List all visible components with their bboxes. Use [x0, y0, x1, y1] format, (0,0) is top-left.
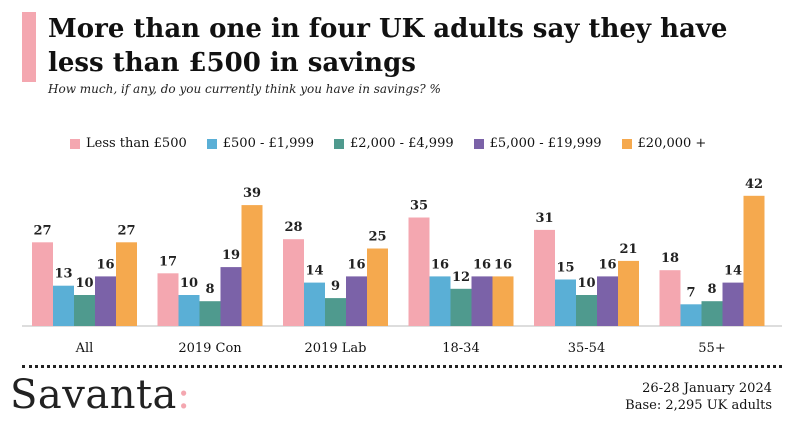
bar — [450, 288, 472, 326]
bar-value-label: 21 — [619, 242, 637, 257]
bar — [241, 205, 263, 326]
bar — [32, 242, 53, 326]
legend-swatch — [70, 138, 80, 149]
legend-item: £20,000 + — [621, 136, 707, 151]
survey-base: Base: 2,295 UK adults — [625, 398, 772, 413]
legend-label: Less than £500 — [86, 136, 187, 151]
legend-item: £2,000 - £4,999 — [333, 136, 454, 151]
bar — [597, 276, 618, 326]
bar-value-label: 15 — [556, 261, 574, 276]
legend-item: Less than £500 — [70, 136, 187, 151]
bar-value-label: 35 — [410, 199, 428, 214]
bar — [680, 304, 702, 326]
bar — [220, 267, 242, 326]
category-label: 18-34 — [442, 341, 479, 356]
bar-value-label: 25 — [368, 230, 386, 245]
bar — [471, 276, 493, 326]
bar-value-label: 16 — [598, 257, 616, 272]
bar — [722, 282, 744, 326]
bar — [283, 239, 304, 326]
legend-swatch — [206, 138, 217, 149]
bar-value-label: 28 — [284, 220, 302, 235]
category-label: 2019 Con — [178, 341, 242, 356]
bar-value-label: 13 — [54, 267, 72, 282]
bar — [492, 276, 514, 326]
bar-value-label: 7 — [686, 285, 695, 300]
bar-value-label: 27 — [33, 223, 51, 238]
footer-divider — [22, 365, 782, 368]
savanta-logo: Savanta: — [10, 372, 191, 418]
bar — [429, 276, 451, 326]
bar — [199, 301, 221, 326]
bar-value-label: 10 — [577, 276, 595, 291]
bar — [157, 273, 179, 326]
legend-label: £2,000 - £4,999 — [349, 136, 454, 151]
bar-value-label: 12 — [452, 270, 470, 285]
bar-value-label: 31 — [535, 211, 553, 226]
bar — [576, 295, 597, 326]
chart-legend: Less than £500 £500 - £1,999 £2,000 - £4,9… — [70, 136, 726, 151]
bar-value-label: 27 — [117, 223, 135, 238]
bar — [555, 279, 576, 326]
bar — [116, 242, 137, 326]
bar-value-label: 19 — [222, 248, 240, 263]
category-label: All — [75, 341, 94, 356]
bar — [659, 270, 681, 326]
bar-value-label: 14 — [724, 264, 742, 279]
bar-value-label: 9 — [331, 279, 340, 294]
bar — [74, 295, 95, 326]
legend-item: £500 - £1,999 — [206, 136, 314, 151]
logo-text: Savanta — [10, 372, 177, 418]
chart-subtitle: How much, if any, do you currently think… — [48, 82, 441, 96]
logo-colon: : — [176, 372, 191, 418]
bar-value-label: 17 — [159, 254, 177, 269]
bar-value-label: 16 — [96, 257, 114, 272]
bar — [95, 276, 116, 326]
category-label: 55+ — [698, 341, 725, 356]
bar-value-label: 8 — [707, 282, 716, 297]
bar — [618, 260, 639, 326]
bar-value-label: 10 — [180, 276, 198, 291]
bar-value-label: 16 — [431, 257, 449, 272]
legend-swatch — [473, 138, 484, 149]
legend-item: £5,000 - £19,999 — [473, 136, 602, 151]
bar-value-label: 16 — [494, 257, 512, 272]
bar — [367, 248, 388, 326]
bar — [53, 285, 74, 326]
legend-swatch — [621, 138, 632, 149]
bar-value-label: 42 — [745, 177, 763, 192]
chart-title: More than one in four UK adults say they… — [48, 14, 728, 78]
legend-swatch — [333, 138, 344, 149]
legend-label: £5,000 - £19,999 — [489, 136, 602, 151]
legend-label: £500 - £1,999 — [222, 136, 314, 151]
bar-value-label: 16 — [473, 257, 491, 272]
bar-value-label: 18 — [661, 251, 679, 266]
bar-value-label: 39 — [243, 186, 261, 201]
bar-value-label: 8 — [205, 282, 214, 297]
bar — [408, 217, 430, 326]
bar-value-label: 16 — [347, 257, 365, 272]
category-label: 2019 Lab — [305, 341, 367, 356]
title-accent-bar — [22, 12, 36, 82]
bar — [743, 195, 765, 326]
bar — [534, 229, 555, 326]
bar-value-label: 10 — [75, 276, 93, 291]
legend-label: £20,000 + — [637, 136, 707, 151]
bar-value-label: 14 — [305, 264, 323, 279]
survey-date: 26-28 January 2024 — [642, 381, 772, 396]
bar — [178, 295, 200, 326]
bar — [325, 298, 346, 326]
category-label: 35-54 — [568, 341, 605, 356]
bar — [701, 301, 723, 326]
bar — [304, 282, 325, 326]
bar — [346, 276, 367, 326]
footer-info: 26-28 January 2024 Base: 2,295 UK adults — [625, 380, 772, 414]
